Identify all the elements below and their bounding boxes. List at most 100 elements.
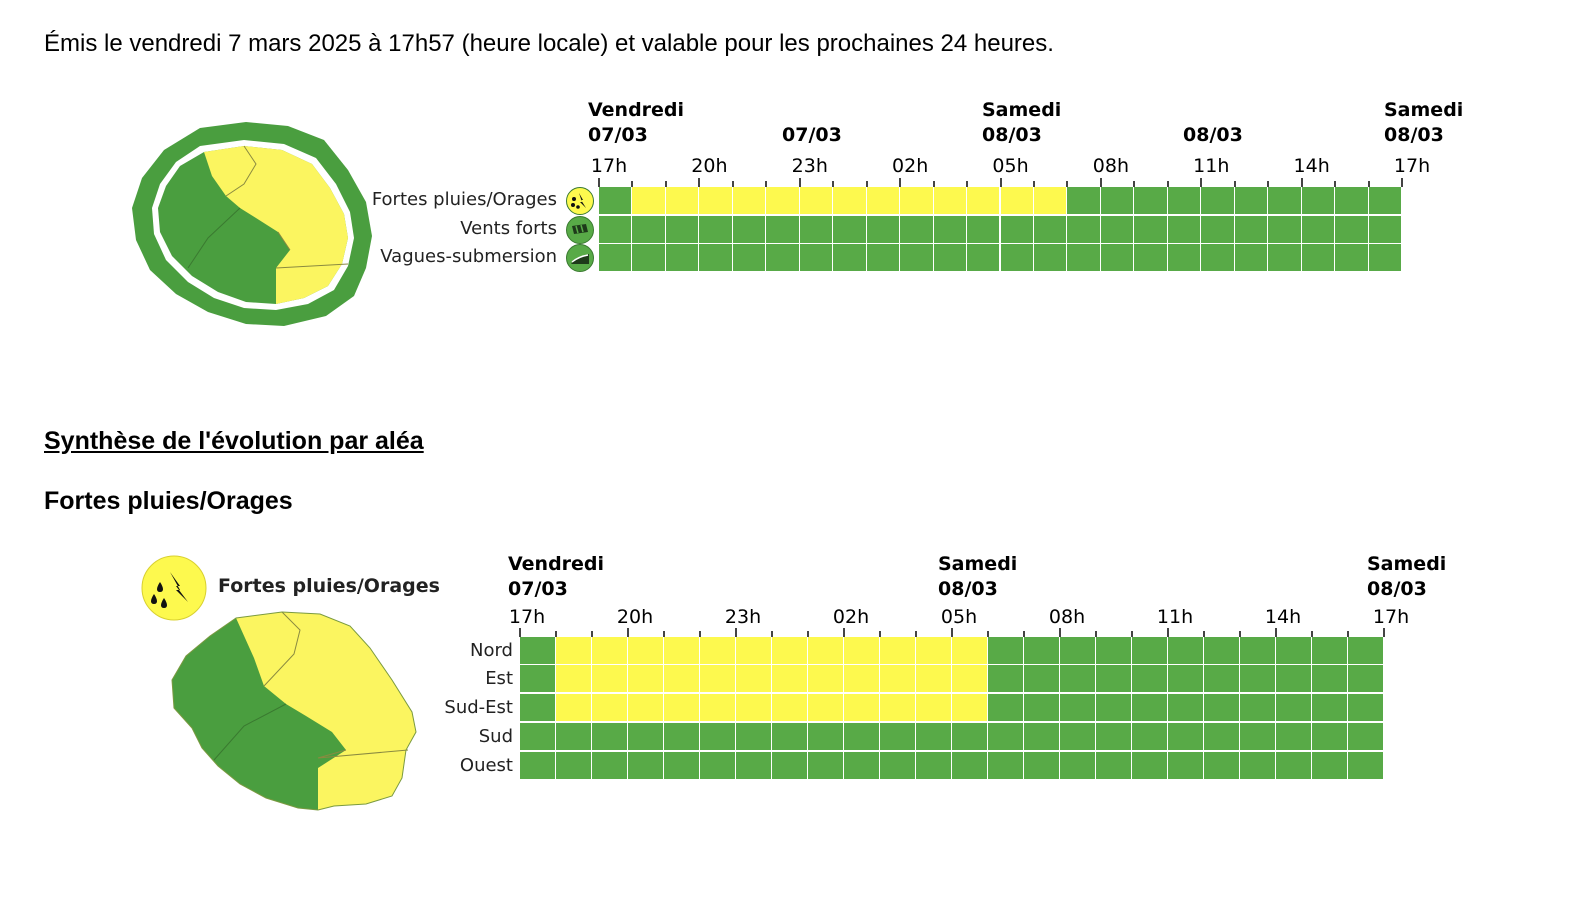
timeline-cell: [736, 723, 771, 750]
timeline-cell: [1132, 752, 1167, 779]
timeline-cell: [1335, 244, 1368, 271]
hour-label: 08h: [1048, 606, 1086, 628]
timeline-cell: [1276, 694, 1311, 721]
timeline-cell: [988, 665, 1023, 692]
date-label: 07/03: [508, 578, 568, 600]
timeline-cell: [1204, 637, 1239, 664]
time-tick: [915, 631, 917, 637]
timeline-cell: [664, 637, 699, 664]
time-tick: [1311, 631, 1313, 637]
timeline-cell: [1033, 216, 1067, 243]
hazard-title: Fortes pluies/Orages: [44, 487, 293, 515]
time-tick: [1239, 631, 1241, 637]
time-tick: [663, 631, 665, 637]
timeline-cell: [1060, 723, 1095, 750]
timeline-cell: [933, 216, 967, 243]
time-tick: [1300, 178, 1303, 187]
timeline-cell: [736, 752, 771, 779]
timeline-cell: [988, 723, 1023, 750]
island-map-overview: [132, 122, 372, 326]
timeline-cell: [632, 187, 665, 214]
timeline-cell: [1234, 216, 1268, 243]
timeline-cell: [1268, 244, 1301, 271]
timeline-cell: [599, 187, 632, 214]
timeline-cell: [1167, 244, 1201, 271]
timeline-cell: [628, 665, 663, 692]
timeline-cell: [916, 723, 951, 750]
timeline-cell: [1067, 244, 1100, 271]
timeline-cell: [844, 752, 879, 779]
date-label: 07/03: [588, 124, 648, 146]
timeline-cell: [592, 665, 627, 692]
timeline-cell: [700, 752, 735, 779]
timeline-cell: [808, 637, 843, 664]
timeline-cell: [1033, 244, 1067, 271]
timeline-cell: [664, 723, 699, 750]
timeline-cell: [1100, 187, 1134, 214]
timeline-cell: [1234, 244, 1268, 271]
timeline-cell: [700, 723, 735, 750]
time-tick: [832, 181, 835, 187]
hour-label: 11h: [1193, 155, 1230, 177]
timeline-cell: [556, 694, 591, 721]
timeline-cell: [1000, 216, 1033, 243]
timeline-cell: [1204, 665, 1239, 692]
timeline-cell: [916, 637, 951, 664]
timeline-cell: [1240, 694, 1275, 721]
hour-label: 05h: [992, 155, 1029, 177]
time-tick: [807, 631, 809, 637]
timeline-cell: [808, 752, 843, 779]
time-tick: [627, 628, 629, 637]
timeline-cell: [833, 216, 866, 243]
timeline-cell: [1240, 723, 1275, 750]
timeline-cell: [772, 723, 807, 750]
timeline-cell: [632, 244, 665, 271]
timeline-cell: [556, 637, 591, 664]
timeline-cell: [628, 752, 663, 779]
time-tick: [999, 178, 1002, 187]
timeline-cell: [556, 752, 591, 779]
timeline-cell: [952, 694, 987, 721]
timeline-cell: [916, 665, 951, 692]
timeline-cell: [592, 752, 627, 779]
timeline-cell: [1096, 665, 1131, 692]
timeline-cell: [732, 187, 766, 214]
timeline-cell: [1000, 187, 1033, 214]
time-tick: [1275, 628, 1277, 637]
timeline-cell: [1276, 723, 1311, 750]
time-tick: [1200, 178, 1203, 187]
timeline-cell: [900, 244, 933, 271]
hour-label: 05h: [940, 606, 978, 628]
region-row-label: Sud: [478, 726, 513, 747]
time-tick: [555, 631, 557, 637]
region-row-label: Ouest: [459, 755, 513, 776]
timeline-cell: [1335, 216, 1368, 243]
timeline-cell: [967, 187, 1000, 214]
timeline-cell: [1348, 637, 1383, 664]
timeline-cell: [967, 244, 1000, 271]
day-label: Samedi: [1367, 553, 1447, 575]
timeline-cell: [952, 637, 987, 664]
timeline-cell: [1024, 637, 1059, 664]
rain-storm-icon: [566, 187, 594, 215]
timeline-cell: [1067, 216, 1100, 243]
timeline-cell: [520, 694, 555, 721]
timeline-cell: [665, 216, 699, 243]
timeline-cell: [1168, 665, 1203, 692]
timeline-cell: [1033, 187, 1067, 214]
timeline-cell: [1204, 752, 1239, 779]
timeline-cell: [1268, 187, 1301, 214]
timeline-cell: [808, 665, 843, 692]
timeline-cell: [1096, 637, 1131, 664]
timeline-cell: [844, 723, 879, 750]
section-title: Synthèse de l'évolution par aléa: [44, 427, 424, 455]
timeline-cell: [1024, 665, 1059, 692]
timeline-cell: [628, 637, 663, 664]
timeline-cell: [916, 752, 951, 779]
timeline-cell: [1134, 216, 1167, 243]
time-tick: [865, 181, 868, 187]
timeline-cell: [772, 694, 807, 721]
timeline-cell: [799, 216, 833, 243]
time-tick: [1233, 181, 1236, 187]
time-tick: [731, 181, 734, 187]
